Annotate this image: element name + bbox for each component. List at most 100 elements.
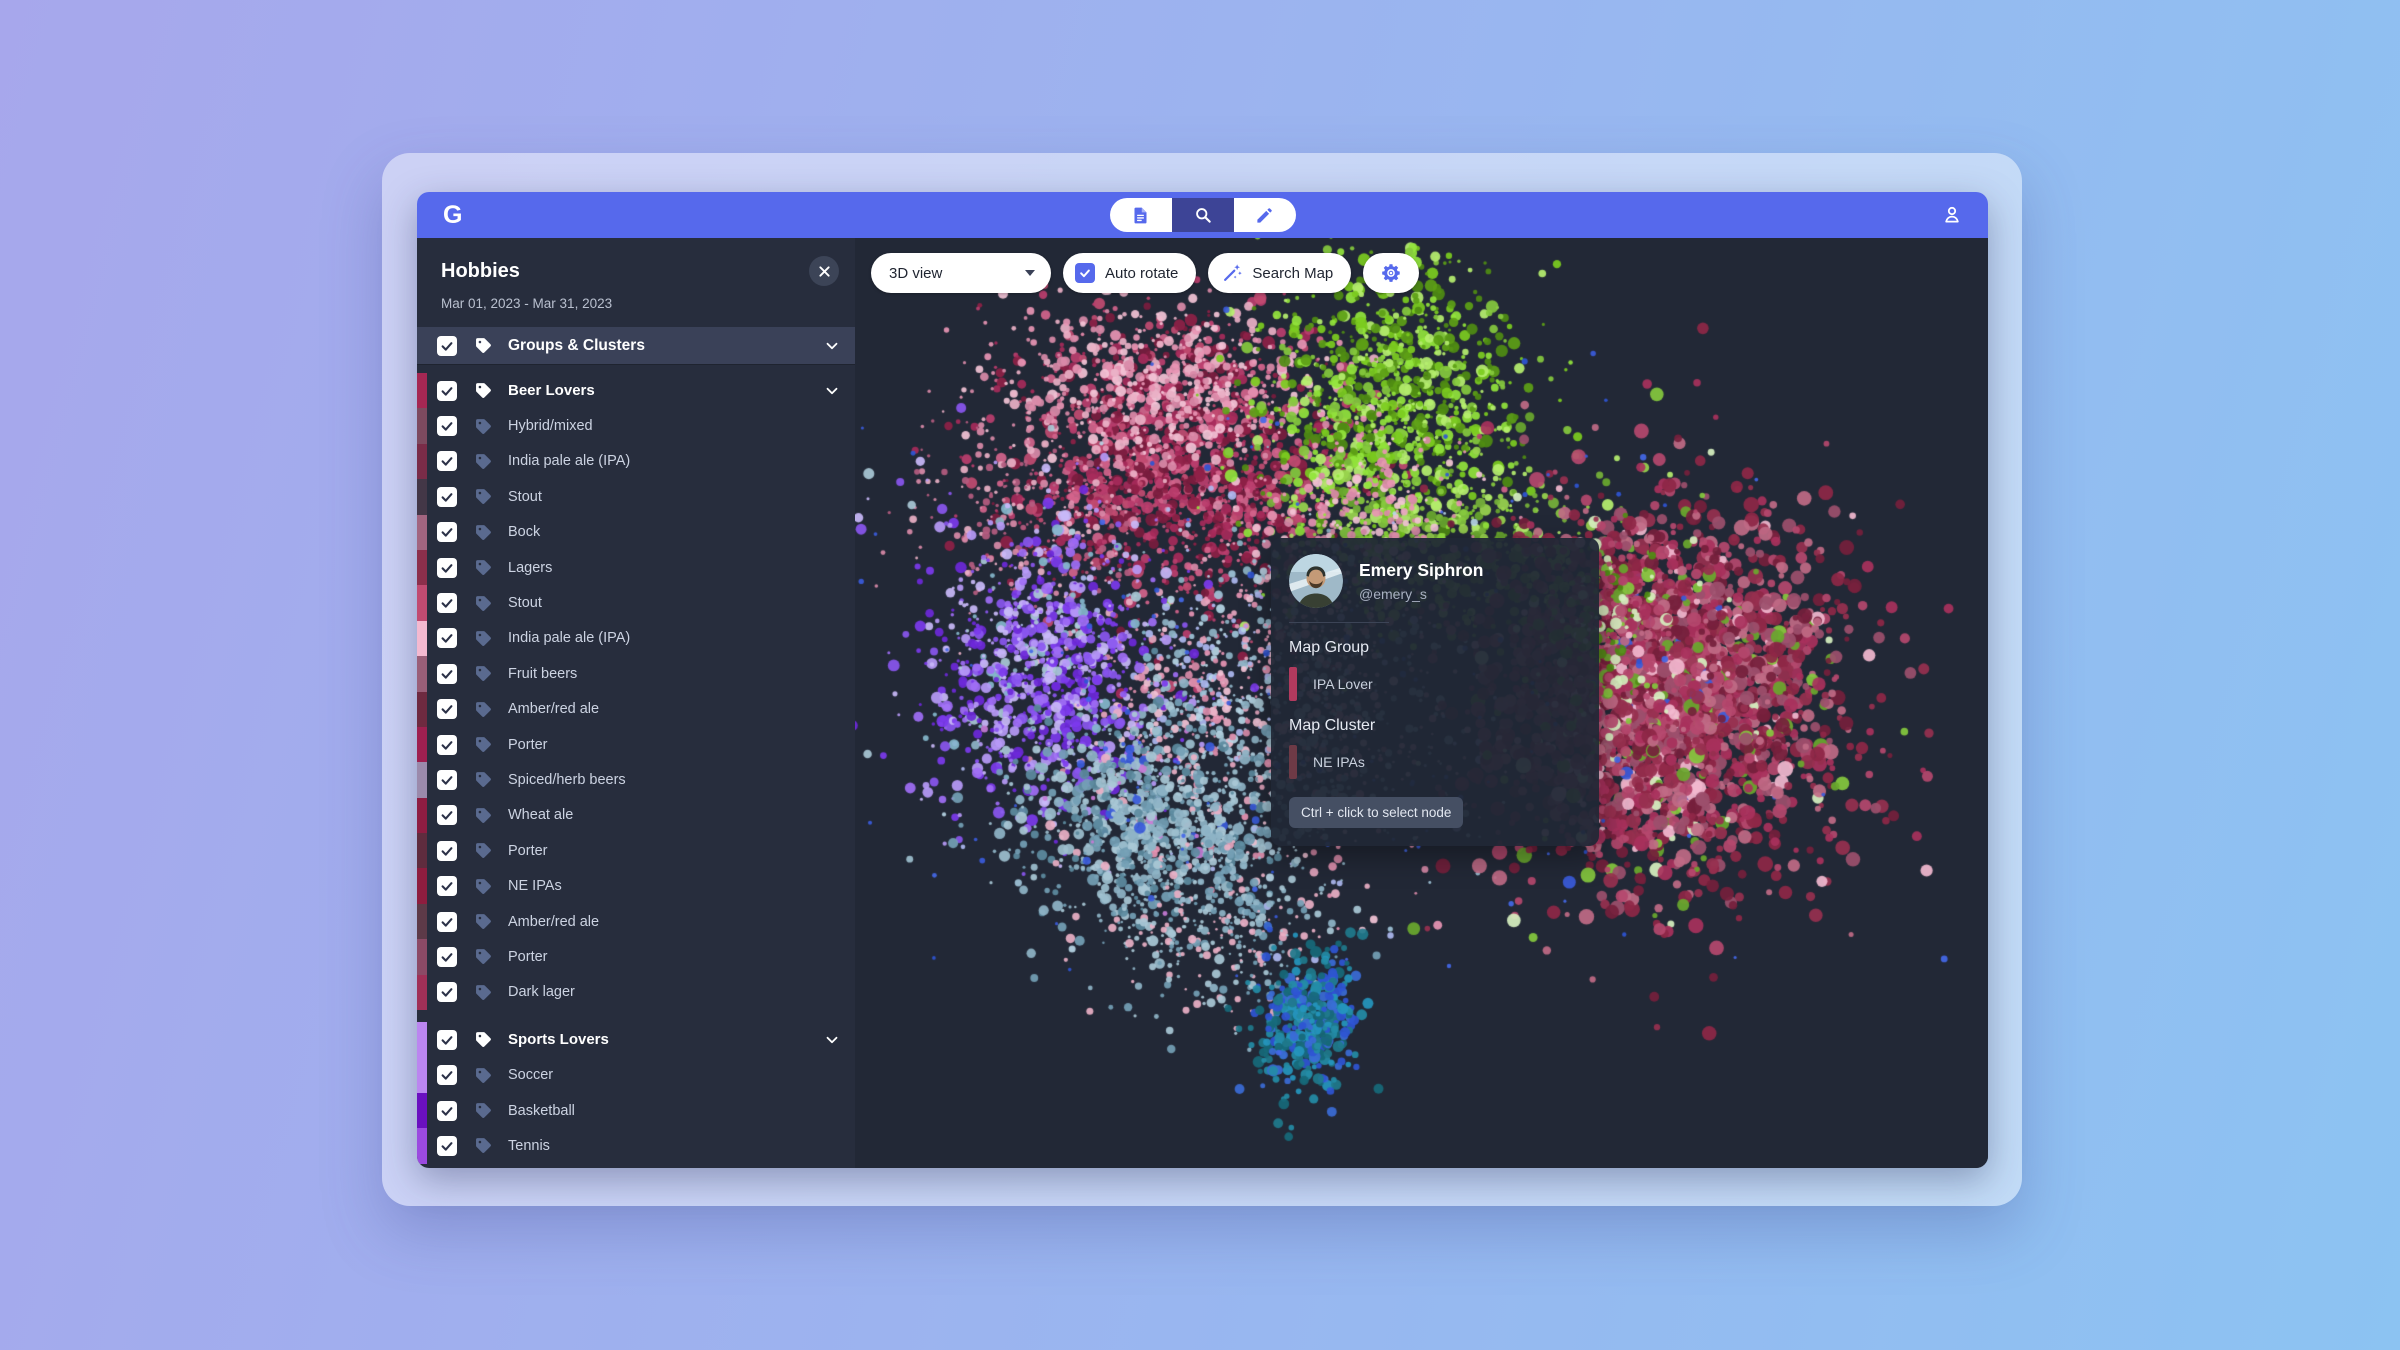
row-label: Lagers: [508, 559, 553, 576]
mode-search-button[interactable]: [1171, 198, 1234, 232]
tag-row[interactable]: Stout: [417, 479, 855, 515]
row-checkbox[interactable]: [437, 734, 457, 755]
auto-rotate-toggle[interactable]: Auto rotate: [1063, 253, 1197, 293]
row-checkbox[interactable]: [437, 699, 457, 720]
tag-row[interactable]: Wheat ale: [417, 797, 855, 834]
row-checkbox[interactable]: [437, 628, 457, 649]
tag-icon: [473, 523, 492, 542]
tag-icon: [473, 912, 492, 931]
row-label: Tennis: [508, 1137, 550, 1154]
root-checkbox[interactable]: [437, 335, 457, 356]
map-area[interactable]: 3D view Auto rotate: [855, 238, 1988, 1168]
row-color-bar: [417, 585, 427, 621]
mode-edit-button[interactable]: [1234, 198, 1296, 232]
row-color-bar: [417, 868, 427, 904]
tag-icon: [473, 1066, 492, 1085]
chevron-down-icon[interactable]: [823, 382, 841, 400]
map-settings-button[interactable]: [1363, 253, 1420, 293]
date-range: Mar 01, 2023 - Mar 31, 2023: [441, 296, 613, 311]
row-checkbox[interactable]: [437, 522, 457, 543]
row-label: Dark lager: [508, 984, 575, 1001]
checkmark-icon: [441, 776, 453, 785]
tag-row[interactable]: Bock: [417, 514, 855, 550]
row-color-bar: [417, 373, 427, 409]
row-color-bar: [417, 514, 427, 550]
row-checkbox[interactable]: [437, 1100, 457, 1121]
close-sidebar-button[interactable]: [809, 256, 839, 286]
tag-row[interactable]: Dark lager: [417, 974, 855, 1011]
tag-icon: [473, 700, 492, 719]
tag-row[interactable]: Porter: [417, 833, 855, 869]
row-gap: [417, 1010, 855, 1022]
groups-clusters-row[interactable]: Groups & Clusters: [417, 327, 855, 365]
tag-row[interactable]: India pale ale (IPA): [417, 620, 855, 657]
map-toolbar: 3D view Auto rotate: [871, 253, 1420, 293]
row-label: Basketball: [508, 1102, 575, 1119]
tag-row[interactable]: Hybrid/mixed: [417, 408, 855, 444]
tag-row[interactable]: Porter: [417, 726, 855, 763]
tag-icon: [473, 558, 492, 577]
row-checkbox[interactable]: [437, 911, 457, 932]
mode-document-button[interactable]: [1110, 198, 1172, 232]
row-checkbox[interactable]: [437, 805, 457, 826]
search-icon: [1195, 208, 1211, 223]
tag-icon: [473, 770, 492, 789]
tag-row[interactable]: Stout: [417, 585, 855, 621]
row-checkbox[interactable]: [437, 1065, 457, 1086]
chevron-down-icon[interactable]: [823, 337, 841, 355]
row-checkbox[interactable]: [437, 451, 457, 472]
search-map-button[interactable]: Search Map: [1208, 253, 1352, 293]
row-color-bar: [417, 408, 427, 444]
row-checkbox[interactable]: [437, 593, 457, 614]
checkmark-icon: [441, 457, 453, 467]
row-checkbox[interactable]: [437, 876, 457, 897]
tag-row[interactable]: Amber/red ale: [417, 903, 855, 940]
tag-icon: [473, 947, 492, 966]
row-checkbox[interactable]: [437, 946, 457, 967]
person-icon: [1945, 206, 1959, 223]
map-group-entry: IPA Lover: [1289, 667, 1581, 701]
checkmark-icon: [1080, 269, 1090, 278]
chevron-down-icon[interactable]: [823, 1031, 841, 1049]
tag-row[interactable]: Porter: [417, 939, 855, 975]
app-window: G: [417, 192, 1988, 1168]
row-checkbox[interactable]: [437, 486, 457, 507]
group-row[interactable]: Sports Lovers: [417, 1022, 855, 1058]
row-checkbox[interactable]: [437, 1029, 457, 1050]
row-color-bar: [417, 549, 427, 586]
checkmark-icon: [441, 1142, 453, 1151]
app-logo: G: [443, 200, 463, 229]
tag-icon: [473, 381, 492, 400]
tag-row[interactable]: India pale ale (IPA): [417, 443, 855, 480]
row-checkbox[interactable]: [437, 1135, 457, 1156]
tag-row[interactable]: Amber/red ale: [417, 691, 855, 727]
row-color-bar: [417, 762, 427, 798]
account-button[interactable]: [1936, 199, 1968, 231]
tag-row[interactable]: Soccer: [417, 1057, 855, 1093]
row-checkbox[interactable]: [437, 769, 457, 790]
row-color-bar: [417, 833, 427, 869]
row-checkbox[interactable]: [437, 840, 457, 861]
row-checkbox[interactable]: [437, 663, 457, 684]
gear-icon: [1382, 264, 1401, 282]
tag-row[interactable]: NE IPAs: [417, 868, 855, 904]
row-checkbox[interactable]: [437, 380, 457, 401]
checkmark-icon: [441, 846, 453, 856]
row-checkbox[interactable]: [437, 416, 457, 437]
row-checkbox[interactable]: [437, 557, 457, 578]
checkmark-icon: [441, 1071, 453, 1080]
tag-row[interactable]: Spiced/herb beers: [417, 762, 855, 798]
tag-row[interactable]: Basketball: [417, 1092, 855, 1129]
row-label: Spiced/herb beers: [508, 771, 626, 788]
map-cluster-label: Map Cluster: [1289, 717, 1376, 734]
row-label: Soccer: [508, 1067, 554, 1084]
tag-row[interactable]: Fruit beers: [417, 656, 855, 692]
tag-row[interactable]: Lagers: [417, 549, 855, 586]
auto-rotate-checkbox[interactable]: [1075, 263, 1095, 283]
row-color-bar: [417, 479, 427, 515]
tag-row[interactable]: Tennis: [417, 1128, 855, 1164]
checkmark-icon: [441, 811, 453, 821]
view-mode-select[interactable]: 3D view: [871, 253, 1051, 293]
group-row[interactable]: Beer Lovers: [417, 373, 855, 409]
row-checkbox[interactable]: [437, 982, 457, 1003]
